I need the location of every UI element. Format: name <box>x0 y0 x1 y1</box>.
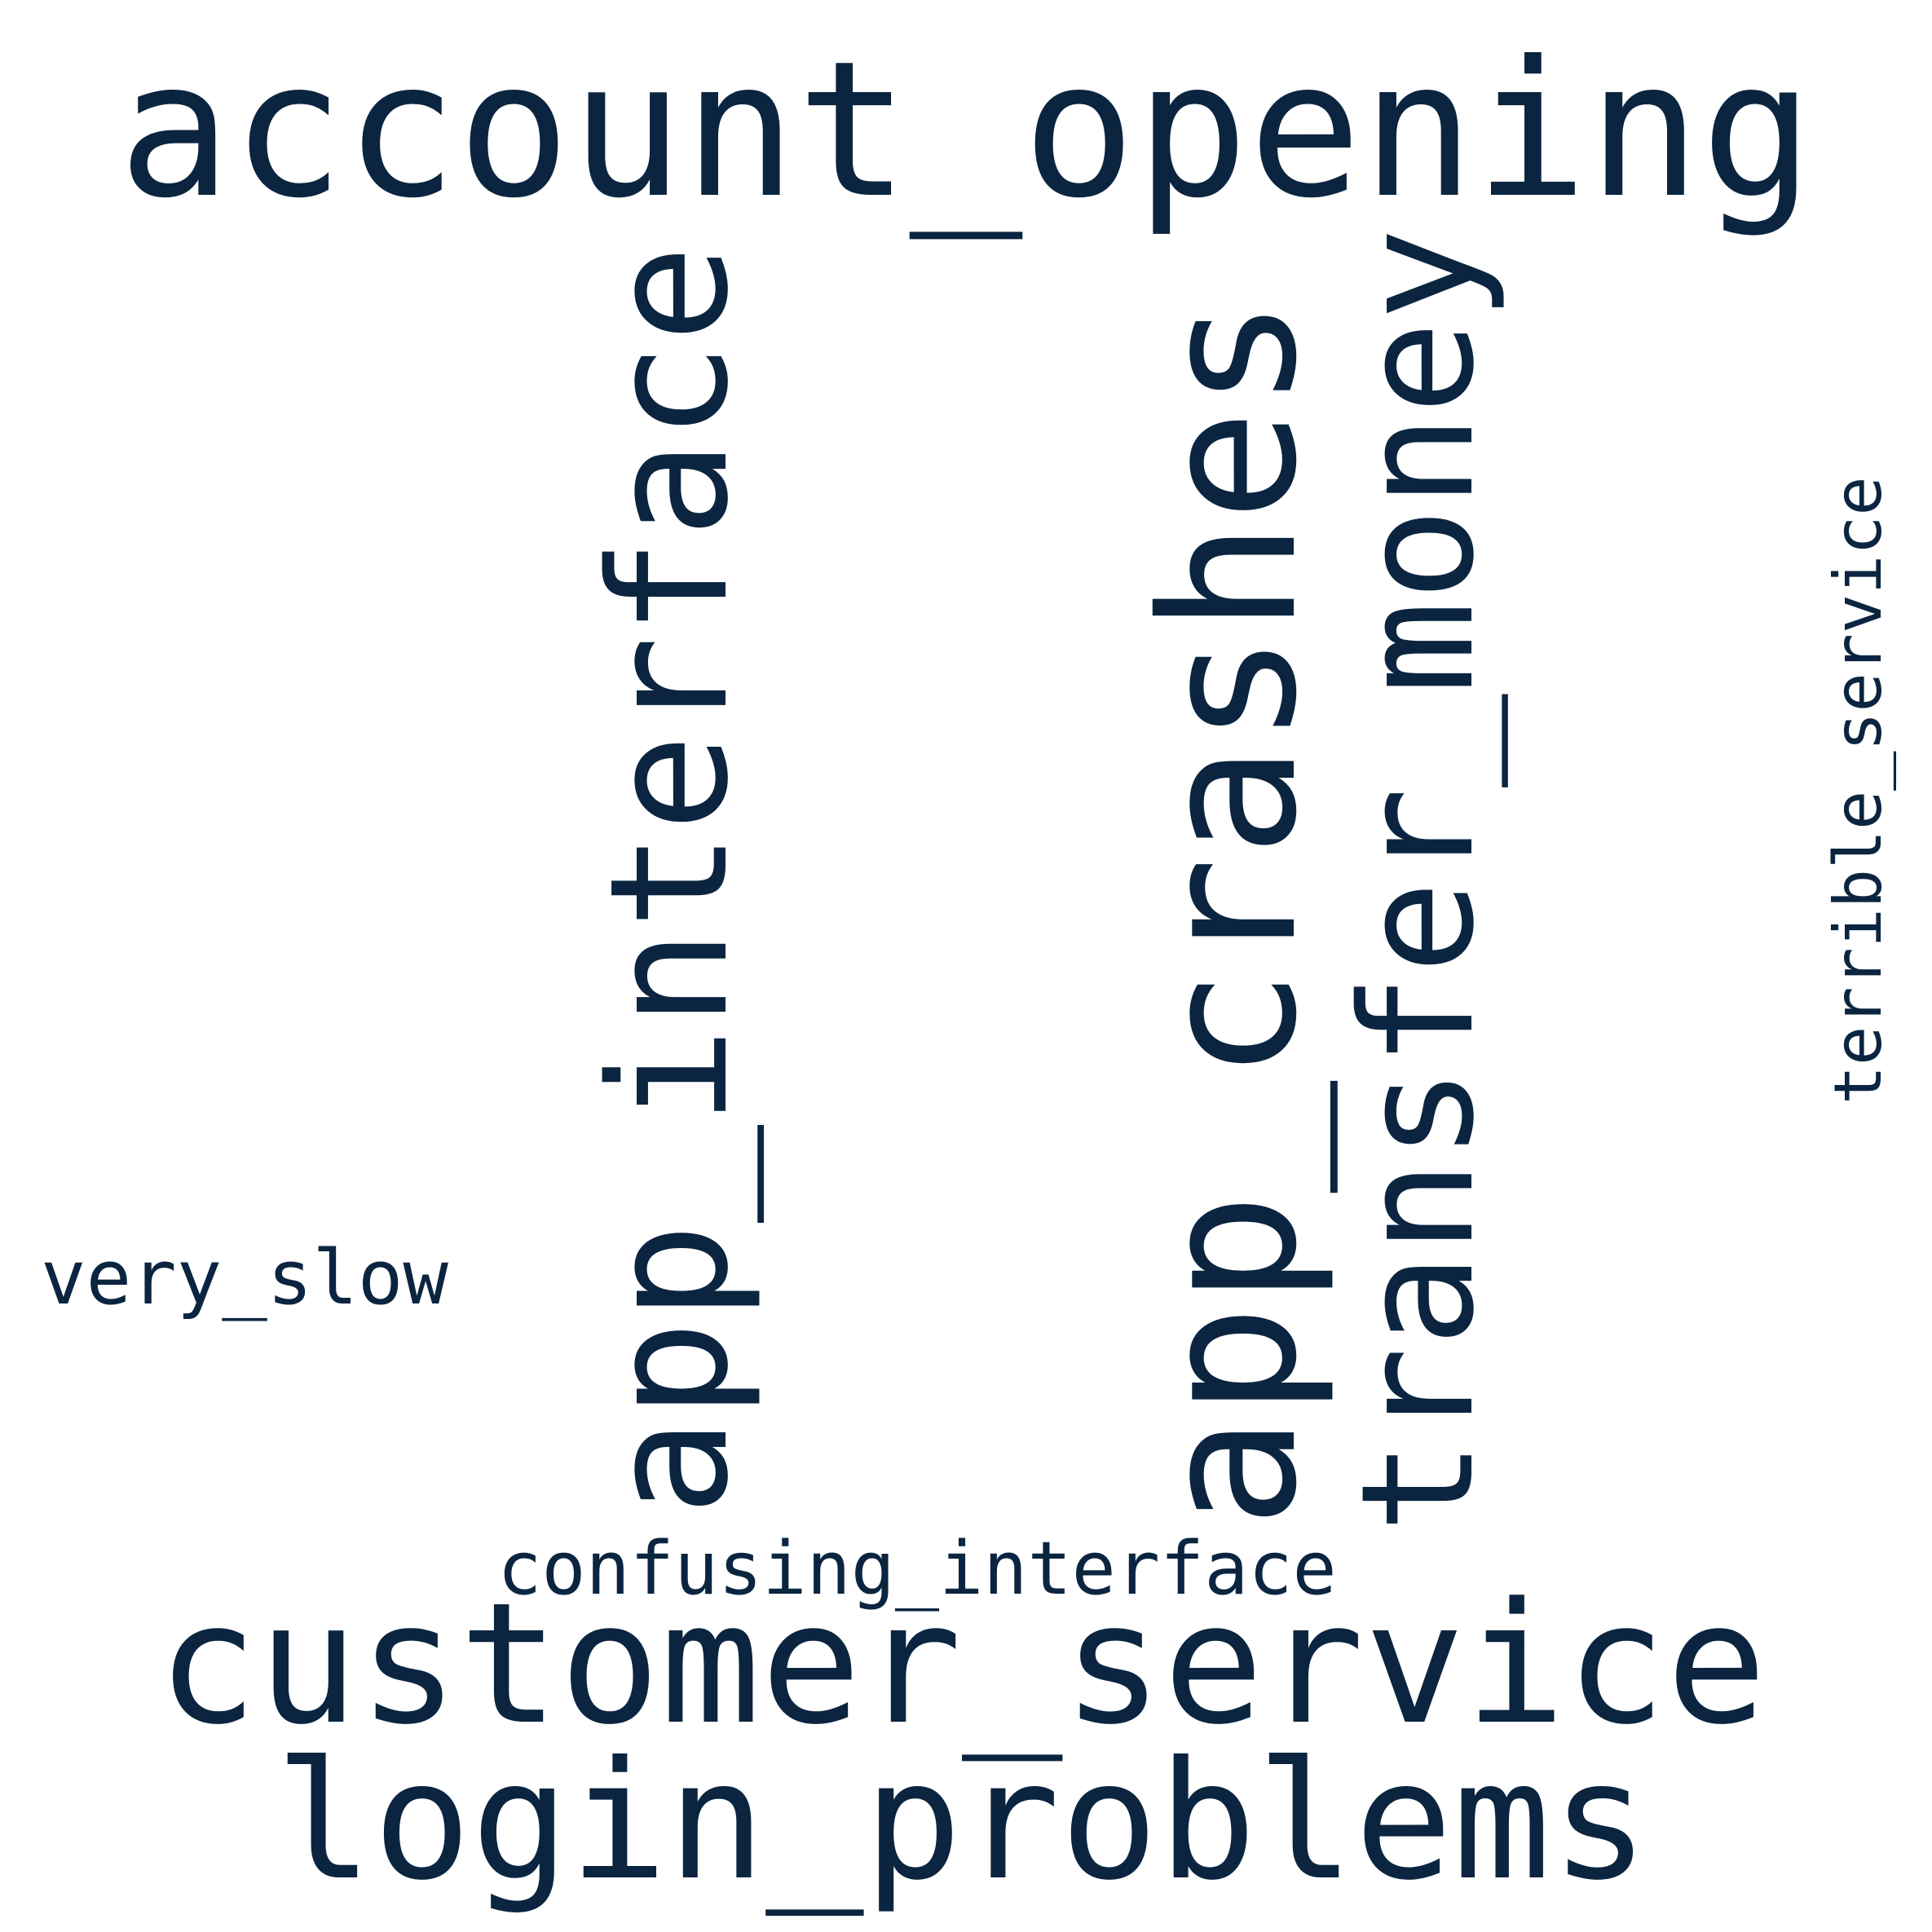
word-account-opening: account_opening <box>118 20 1814 240</box>
word-terrible-service: terrible_service <box>1820 476 1896 1105</box>
word-confusing-interface: confusing_interface <box>497 1526 1337 1612</box>
word-app-interface: app_interface <box>575 245 765 1516</box>
word-login-problems: login_problems <box>275 1727 1649 1917</box>
word-very-slow: very_slow <box>41 1233 448 1322</box>
word-transfer-money: transfer_money <box>1328 227 1508 1533</box>
word-app-crashes: app_crashes <box>1120 298 1338 1528</box>
word-customer-service: customer_service <box>157 1568 1767 1762</box>
